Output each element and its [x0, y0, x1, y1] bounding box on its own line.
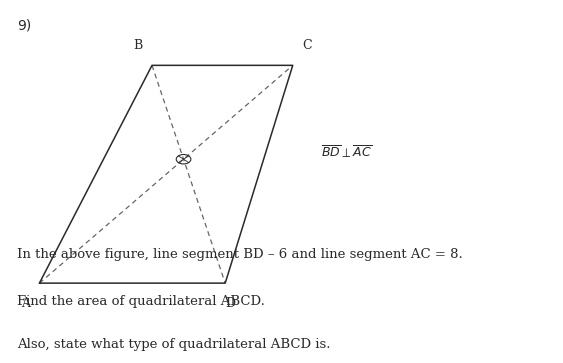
Text: D: D: [226, 297, 236, 310]
Text: A: A: [21, 297, 30, 310]
Text: 9): 9): [17, 18, 31, 32]
Text: Also, state what type of quadrilateral ABCD is.: Also, state what type of quadrilateral A…: [17, 338, 330, 351]
Text: Find the area of quadrilateral ABCD.: Find the area of quadrilateral ABCD.: [17, 295, 265, 308]
Text: C: C: [302, 39, 312, 52]
Text: In the above figure, line segment BD – 6 and line segment AC = 8.: In the above figure, line segment BD – 6…: [17, 248, 463, 261]
Text: B: B: [133, 39, 142, 52]
Text: $\overline{BD}\perp\overline{AC}$: $\overline{BD}\perp\overline{AC}$: [321, 144, 372, 160]
